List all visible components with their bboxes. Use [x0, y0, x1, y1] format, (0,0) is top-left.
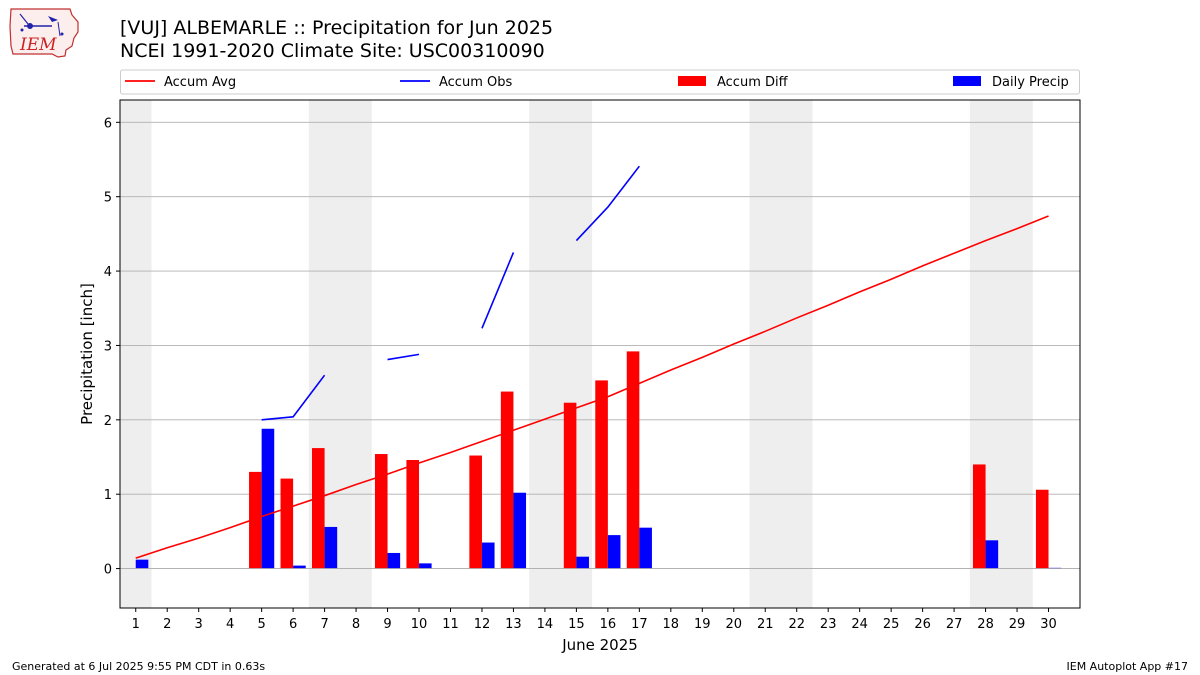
chart-title-line-2: NCEI 1991-2020 Climate Site: USC00310090 — [120, 40, 545, 62]
daily-precip-bar — [985, 540, 999, 569]
footer-app: IEM Autoplot App #17 — [1066, 660, 1189, 673]
accum-diff-bar — [469, 455, 482, 569]
x-tick-label: 8 — [352, 617, 360, 632]
chart-title-line-1: [VUJ] ALBEMARLE :: Precipitation for Jun… — [120, 17, 554, 39]
x-tick-label: 3 — [195, 617, 203, 632]
x-tick-label: 30 — [1040, 617, 1057, 632]
x-tick-label: 13 — [505, 617, 522, 632]
daily-precip-bar — [481, 542, 495, 569]
accum-diff-bar — [374, 454, 388, 569]
x-tick-label: 2 — [163, 617, 171, 632]
daily-precip-bar — [513, 492, 527, 569]
accum-obs-line — [387, 353, 420, 361]
y-tick-label: 5 — [104, 191, 112, 206]
x-tick-label: 6 — [289, 617, 297, 632]
weekend-shade — [120, 100, 152, 608]
x-tick-label: 15 — [568, 617, 585, 632]
accum-diff-bar — [595, 380, 608, 569]
accum-diff-bar — [1035, 489, 1049, 569]
daily-precip-bar — [419, 563, 432, 569]
x-tick-label: 24 — [851, 617, 868, 632]
legend-label: Accum Avg — [164, 75, 236, 90]
legend-label: Accum Obs — [439, 75, 512, 90]
accum-diff-bar — [626, 351, 640, 569]
accum-obs-line — [481, 252, 515, 329]
daily-precip-bar — [607, 535, 621, 569]
x-tick-label: 22 — [788, 617, 805, 632]
x-tick-label: 9 — [383, 617, 391, 632]
x-tick-label: 12 — [474, 617, 491, 632]
x-tick-label: 19 — [694, 617, 711, 632]
x-tick-label: 26 — [914, 617, 931, 632]
y-tick-label: 0 — [104, 563, 112, 578]
x-tick-label: 28 — [977, 617, 994, 632]
legend-label: Accum Diff — [717, 75, 789, 90]
daily-precip-bar — [387, 552, 401, 569]
accum-obs-line — [261, 374, 326, 421]
y-axis-label: Precipitation [inch] — [78, 283, 96, 425]
iem-logo: IEM — [9, 8, 79, 58]
daily-precip-bar — [135, 559, 149, 569]
legend-label: Daily Precip — [992, 75, 1069, 90]
x-tick-label: 20 — [725, 617, 742, 632]
accum-diff-bar — [563, 402, 577, 569]
x-tick-label: 25 — [883, 617, 900, 632]
daily-precip-bar — [324, 526, 338, 569]
accum-obs-line — [575, 165, 640, 242]
x-tick-label: 4 — [226, 617, 234, 632]
x-tick-label: 1 — [132, 617, 140, 632]
legend-box — [120, 69, 1080, 95]
accum-diff-bar — [280, 478, 294, 569]
x-tick-label: 18 — [663, 617, 680, 632]
x-tick-label: 27 — [946, 617, 963, 632]
x-tick-label: 29 — [1009, 617, 1026, 632]
weekend-shade — [749, 100, 813, 608]
plot-frame — [119, 99, 1081, 609]
legend: Accum Avg Accum Obs Accum Diff Daily Precip — [120, 69, 1080, 95]
footer-generated: Generated at 6 Jul 2025 9:55 PM CDT in 0… — [12, 660, 266, 673]
accum-diff-bar — [312, 448, 325, 569]
accum-diff-bar — [249, 471, 262, 569]
x-tick-label: 23 — [820, 617, 837, 632]
y-tick-label: 3 — [104, 339, 112, 354]
legend-swatch-bar — [678, 76, 706, 86]
x-tick-label: 14 — [537, 617, 554, 632]
y-tick-label: 1 — [104, 488, 112, 503]
accum-diff-bar — [500, 391, 514, 569]
y-tick-label: 4 — [104, 265, 112, 280]
y-tick-label: 6 — [104, 116, 112, 131]
accum-diff-bar — [972, 464, 986, 569]
x-axis-label: June 2025 — [561, 636, 638, 654]
daily-precip-bar — [576, 556, 589, 569]
x-tick-label: 17 — [631, 617, 648, 632]
x-tick-label: 16 — [600, 617, 617, 632]
weekend-shade — [529, 100, 593, 608]
accum-avg-line — [135, 215, 1049, 559]
y-tick-label: 2 — [104, 414, 112, 429]
daily-precip-bar — [293, 565, 306, 569]
x-tick-label: 10 — [411, 617, 428, 632]
x-tick-label: 21 — [757, 617, 774, 632]
x-tick-label: 5 — [257, 617, 265, 632]
accum-diff-bar — [406, 459, 420, 569]
daily-precip-bar — [261, 428, 275, 569]
logo-text: IEM — [19, 35, 57, 55]
legend-swatch-bar — [953, 76, 981, 86]
x-tick-label: 7 — [320, 617, 328, 632]
x-tick-label: 11 — [442, 617, 459, 632]
daily-precip-bar — [639, 527, 652, 569]
